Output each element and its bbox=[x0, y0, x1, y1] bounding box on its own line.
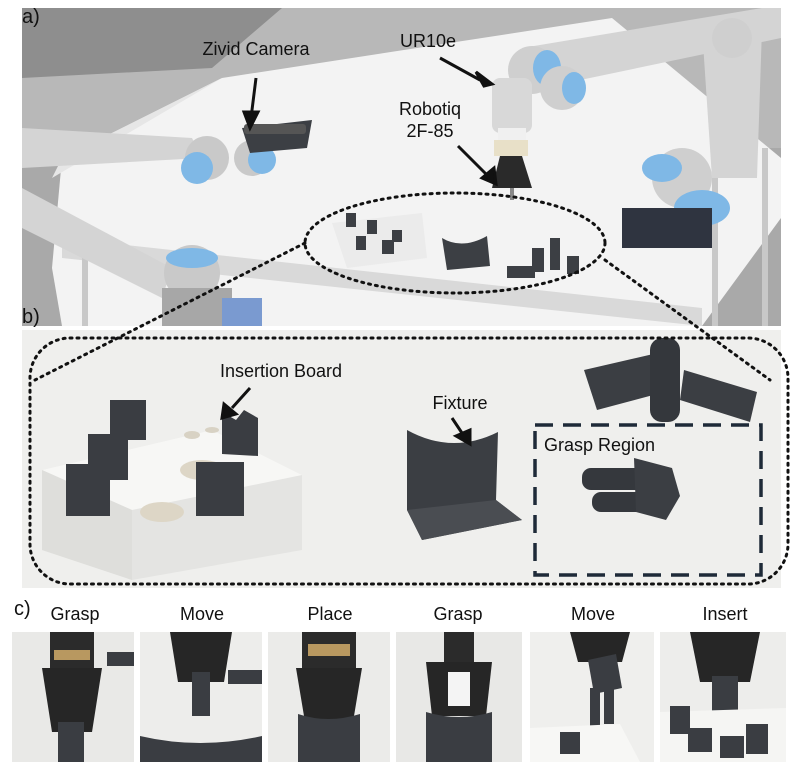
step-photo-grasp-2 bbox=[396, 632, 522, 762]
step-label-5: Move bbox=[570, 604, 615, 624]
gripper-annotation-line2: 2F-85 bbox=[406, 121, 454, 141]
robot-arrow bbox=[439, 56, 481, 82]
step-photo-grasp bbox=[12, 632, 134, 762]
step-label-6: Insert bbox=[702, 604, 748, 624]
parts-highlight-ellipse bbox=[303, 191, 607, 295]
grasp-region-box bbox=[533, 423, 763, 577]
zoom-line-right bbox=[603, 258, 772, 382]
step-photo-insert bbox=[660, 632, 786, 762]
zoom-line-left bbox=[33, 241, 307, 382]
parts-photo bbox=[22, 330, 781, 588]
panel-a-label: a) bbox=[22, 6, 40, 28]
grasp-region-annotation: Grasp Region bbox=[544, 435, 656, 455]
fixture-annotation: Fixture bbox=[432, 393, 488, 413]
board-arrow bbox=[230, 386, 252, 410]
step-photo-move bbox=[140, 632, 262, 762]
board-annotation: Insertion Board bbox=[219, 361, 343, 381]
step-label-4: Grasp bbox=[433, 604, 483, 624]
step-label-3: Place bbox=[307, 604, 353, 624]
gripper-arrow bbox=[456, 144, 490, 178]
step-photo-move-2 bbox=[530, 632, 654, 762]
step-photo-place bbox=[268, 632, 390, 762]
step-label-1: Grasp bbox=[50, 604, 100, 624]
step-label-2: Move bbox=[179, 604, 224, 624]
gripper-annotation: Robotiq 2F-85 bbox=[380, 98, 480, 142]
camera-annotation: Zivid Camera bbox=[202, 39, 310, 59]
panel-b-label: b) bbox=[22, 306, 40, 328]
gripper-annotation-line1: Robotiq bbox=[398, 99, 462, 119]
robot-annotation: UR10e bbox=[399, 31, 457, 51]
scene-render bbox=[22, 8, 781, 326]
panel-c-label: c) bbox=[14, 598, 31, 620]
panel-b-frame bbox=[28, 336, 790, 586]
